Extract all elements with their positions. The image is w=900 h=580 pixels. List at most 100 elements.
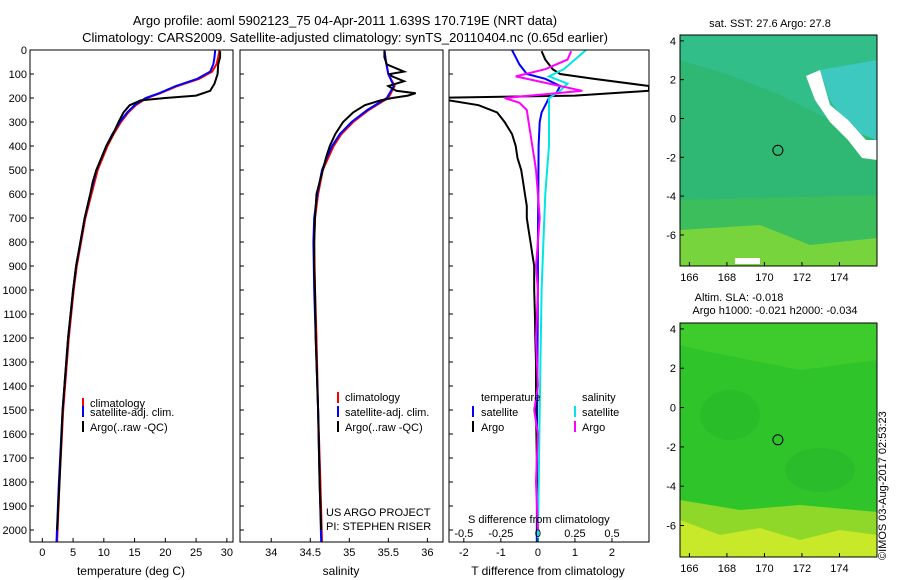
depth-tick-label: 800: [9, 237, 27, 249]
sst-missing-data-south: [735, 258, 760, 264]
legend-argo: Argo(..raw -QC): [90, 422, 168, 434]
s-tick-label: 0.5: [604, 528, 619, 540]
sla-low-anomaly: [700, 390, 760, 440]
map-y-tick-label: 2: [670, 75, 676, 87]
depth-tick-label: 100: [9, 69, 27, 81]
map-y-tick-label: 0: [670, 403, 676, 415]
float-position-marker: [772, 144, 784, 156]
salinity-axes-frame: [239, 49, 444, 543]
series-line-climatology: [56, 50, 221, 542]
x-tick-label: 0: [39, 547, 45, 559]
depth-tick-label: 1000: [3, 285, 27, 297]
sst-map-title: sat. SST: 27.6 Argo: 27.8: [709, 18, 831, 30]
depth-tick-label: 1700: [3, 453, 27, 465]
map-x-tick-label: 166: [680, 272, 698, 284]
s-difference-label: S difference from climatology: [468, 514, 610, 526]
sst-missing-data: [806, 70, 877, 160]
x-tick-label: 20: [159, 547, 171, 559]
x-tick-label: 10: [98, 547, 110, 559]
x-tick-label: 1: [572, 547, 578, 559]
s-tick-label: -0.25: [488, 528, 513, 540]
series-line-s-satellite: [536, 50, 587, 542]
map-y-tick-label: -4: [666, 191, 676, 203]
series-line-t-satellite: [511, 50, 562, 542]
salinity-xlabel: salinity: [323, 564, 360, 578]
x-tick-label: -2: [459, 547, 469, 559]
depth-tick-label: 1300: [3, 357, 27, 369]
project-label: US ARGO PROJECT: [326, 507, 431, 519]
depth-tick-label: 400: [9, 141, 27, 153]
difference-axes-frame: [448, 49, 650, 543]
temperature-panel: 0 5 10 15 20 25 30 0 100 200 300 400 500 600 700 800 90…: [3, 45, 234, 578]
map-x-tick-label: 170: [755, 272, 773, 284]
map-x-tick-label: 174: [830, 563, 848, 575]
series-line-satellite-adj-clim-: [55, 50, 217, 542]
s-tick-label: 0.25: [564, 528, 585, 540]
legend-satellite-adj: satellite-adj. clim.: [345, 407, 429, 419]
map-x-tick-label: 172: [793, 563, 811, 575]
series-line-t-argo: [449, 50, 649, 530]
map-x-tick-label: 166: [680, 563, 698, 575]
plot-title-line1: Argo profile: aoml 5902123_75 04-Apr-201…: [132, 13, 558, 28]
depth-tick-label: 2000: [3, 525, 27, 537]
sst-map-panel: sat. SST: 27.6 Argo: 27.8 166 168 170 172 17…: [666, 18, 878, 284]
imos-timestamp: ©IMOS 03-Aug-2017 02:53:23: [877, 411, 889, 560]
series-line-argo: [56, 51, 222, 531]
depth-tick-label: 900: [9, 261, 27, 273]
series-line-satellite-adj-clim-: [312, 50, 395, 542]
salinity-legend: climatology satellite-adj. clim. Argo(..…: [337, 392, 429, 434]
map-x-tick-label: 168: [718, 272, 736, 284]
legend-salinity-heading: salinity: [582, 392, 616, 404]
depth-tick-label: 1500: [3, 405, 27, 417]
temperature-axes-frame: [29, 49, 234, 543]
s-tick-label: 0: [535, 528, 541, 540]
depth-tick-label: 1200: [3, 333, 27, 345]
temperature-legend: climatology satellite-adj. clim. Argo(..…: [82, 398, 174, 434]
map-x-tick-label: 168: [718, 563, 736, 575]
legend-t-satellite: satellite: [481, 407, 518, 419]
depth-tick-label: 1600: [3, 429, 27, 441]
map-x-tick-label: 174: [830, 272, 848, 284]
sst-coolest-region: [680, 225, 877, 266]
map-y-tick-label: 0: [670, 113, 676, 125]
map-y-tick-label: -6: [666, 230, 676, 242]
sla-low-anomaly-2: [785, 448, 855, 492]
x-tick-label: 34: [265, 547, 277, 559]
x-tick-label: 5: [70, 547, 76, 559]
depth-tick-label: 1100: [3, 309, 27, 321]
x-tick-label: 2: [609, 547, 615, 559]
depth-tick-label: 0: [21, 45, 27, 57]
x-tick-label: -1: [496, 547, 506, 559]
pi-label: PI: STEPHEN RISER: [326, 521, 431, 533]
depth-tick-label: 500: [9, 165, 27, 177]
salinity-panel: 34 34.5 35 35.5 36 salinity climatology sate…: [239, 49, 444, 578]
float-position-marker: [772, 434, 784, 446]
series-line-climatology: [313, 50, 396, 542]
plot-title-line2: Climatology: CARS2009. Satellite-adjuste…: [82, 30, 608, 45]
sla-map-panel: Altim. SLA: -0.018 Argo h1000: -0.021 h2…: [666, 292, 878, 575]
sst-map-frame: [679, 34, 878, 267]
temperature-xlabel: temperature (deg C): [77, 564, 185, 578]
x-tick-label: 35.5: [378, 547, 399, 559]
legend-argo: Argo(..raw -QC): [345, 422, 423, 434]
sla-map-title2: Argo h1000: -0.021 h2000: -0.034: [692, 305, 857, 317]
map-y-tick-label: -2: [666, 442, 676, 454]
sst-warmest-region: [820, 60, 877, 140]
sla-highest-region: [680, 520, 877, 557]
map-y-tick-label: 2: [670, 363, 676, 375]
sla-upper-region: [680, 323, 877, 370]
map-y-tick-label: -4: [666, 481, 676, 493]
x-tick-label: 15: [128, 547, 140, 559]
legend-s-argo: Argo: [582, 422, 605, 434]
depth-tick-label: 600: [9, 189, 27, 201]
depth-tick-label: 700: [9, 213, 27, 225]
series-line-argo: [313, 51, 416, 531]
depth-tick-label: 200: [9, 93, 27, 105]
series-line-s-argo: [504, 50, 583, 531]
s-tick-label: -0.5: [454, 528, 473, 540]
sla-map-frame: [679, 322, 878, 558]
difference-legend: temperature satellite Argo salinity sate…: [472, 392, 619, 434]
sla-map-title1: Altim. SLA: -0.018: [695, 292, 784, 304]
legend-t-argo: Argo: [481, 422, 504, 434]
